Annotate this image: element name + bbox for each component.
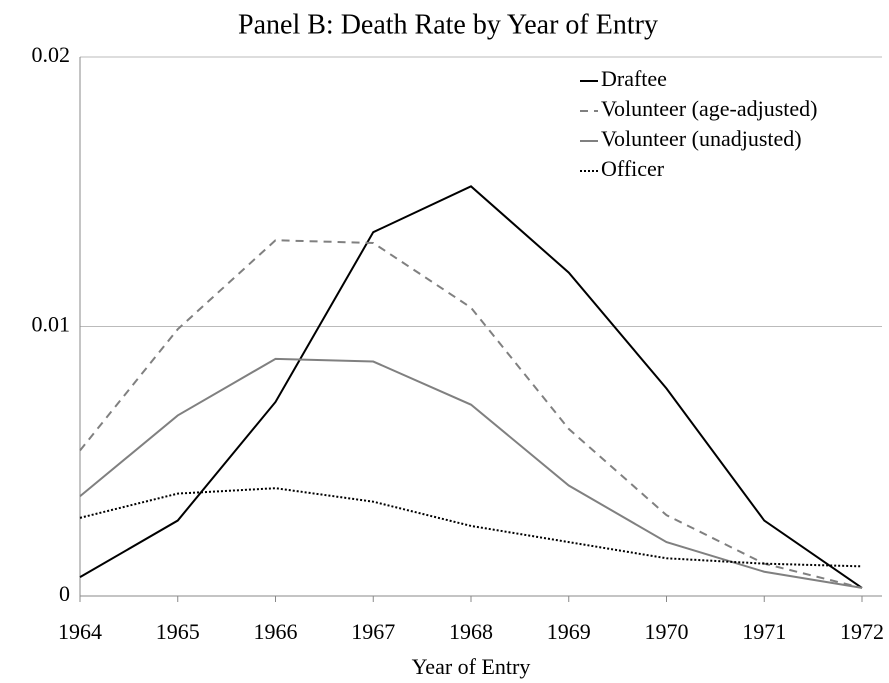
x-tick-label: 1968 bbox=[449, 619, 493, 644]
x-tick-label: 1970 bbox=[645, 619, 689, 644]
series-line bbox=[79, 487, 863, 568]
legend-label: Draftee bbox=[601, 66, 667, 91]
x-tick-label: 1964 bbox=[58, 619, 102, 644]
chart-title: Panel B: Death Rate by Year of Entry bbox=[238, 9, 658, 40]
series-line bbox=[79, 239, 863, 589]
y-tick-label: 0.01 bbox=[32, 312, 71, 337]
legend-label: Volunteer (age-adjusted) bbox=[601, 96, 817, 121]
legend-label: Officer bbox=[601, 156, 665, 181]
x-tick-label: 1966 bbox=[254, 619, 298, 644]
x-tick-label: 1972 bbox=[840, 619, 884, 644]
y-tick-label: 0 bbox=[59, 581, 70, 606]
legend-label: Volunteer (unadjusted) bbox=[601, 126, 802, 151]
x-tick-label: 1969 bbox=[547, 619, 591, 644]
x-tick-label: 1965 bbox=[156, 619, 200, 644]
y-tick-label: 0.02 bbox=[32, 42, 71, 67]
x-tick-label: 1971 bbox=[742, 619, 786, 644]
series-line bbox=[79, 185, 863, 589]
x-axis-label: Year of Entry bbox=[412, 654, 531, 679]
series-line bbox=[79, 357, 863, 589]
x-tick-label: 1967 bbox=[351, 619, 395, 644]
